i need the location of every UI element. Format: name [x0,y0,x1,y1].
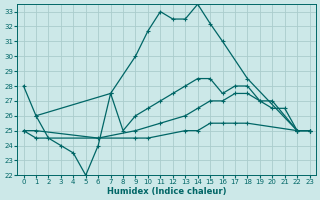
X-axis label: Humidex (Indice chaleur): Humidex (Indice chaleur) [107,187,226,196]
